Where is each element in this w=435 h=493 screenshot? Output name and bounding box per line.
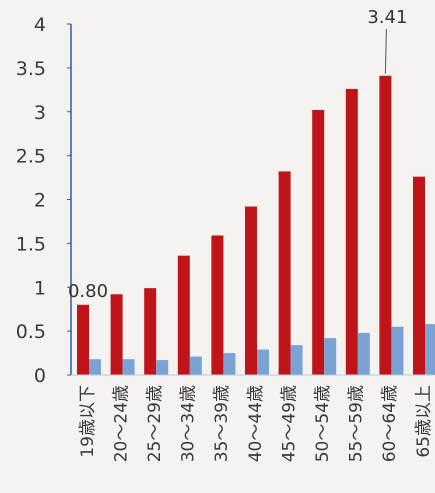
bar-series-1 (177, 255, 190, 375)
x-tick-label: 25～29歳 (145, 385, 165, 462)
bar-series-2 (324, 338, 337, 375)
bar-series-2 (122, 359, 135, 375)
bar-series-2 (391, 326, 404, 375)
bar-series-2 (156, 360, 169, 375)
y-tick-label: 1.5 (16, 233, 46, 255)
x-tick-label: 40～44歳 (246, 385, 266, 462)
bar-series-2 (223, 353, 236, 375)
bar-series-2 (257, 349, 269, 375)
data-label-leader (384, 28, 387, 74)
bar-series-1 (278, 171, 291, 375)
x-tick-label: 60～64歳 (380, 385, 400, 462)
bar-series-2 (189, 356, 202, 375)
bar-series-1 (77, 304, 89, 375)
y-tick-label: 1 (34, 277, 46, 299)
y-tick-label: 2 (34, 190, 46, 212)
x-tick-label: 55～59歳 (347, 385, 367, 462)
y-tick-label: 0 (34, 365, 46, 387)
bar-series-1 (245, 206, 257, 375)
y-tick-label: 2.5 (16, 146, 46, 168)
x-tick-label: 20～24歳 (111, 385, 131, 462)
y-tick-label: 0.5 (16, 321, 46, 343)
x-tick-label: 45～49歳 (279, 385, 299, 462)
x-tick-label: 50～54歳 (313, 385, 333, 462)
bar-series-1 (312, 109, 325, 376)
bar-series-2 (425, 324, 435, 375)
x-tick-label: 35～39歳 (212, 385, 232, 462)
y-tick-label: 3.5 (16, 58, 46, 80)
bar-series-1 (345, 88, 358, 375)
bar-series-1 (144, 288, 157, 375)
x-tick-label: 19歳以下 (78, 385, 98, 458)
x-tick-label: 65歳以上 (414, 385, 434, 458)
y-tick-label: 3 (34, 102, 46, 124)
x-tick-label: 30～34歳 (179, 385, 199, 462)
data-label: 3.41 (367, 7, 407, 28)
bar-series-1 (413, 176, 425, 375)
bar-series-2 (290, 345, 303, 375)
bar-series-1 (379, 75, 392, 376)
bar-series-1 (211, 235, 224, 375)
bar-series-2 (357, 332, 370, 375)
data-label: 0.80 (68, 281, 108, 302)
bar-series-2 (89, 359, 101, 375)
bar-series-1 (110, 294, 123, 375)
y-tick-label: 4 (34, 14, 46, 36)
